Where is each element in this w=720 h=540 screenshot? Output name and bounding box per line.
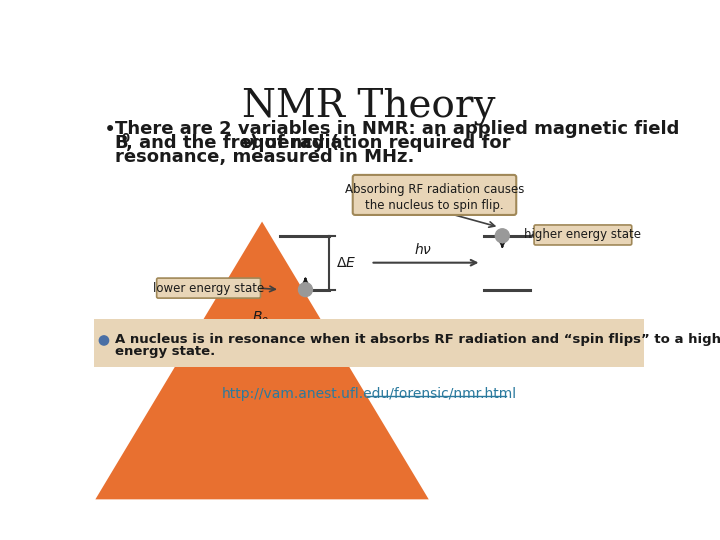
Circle shape (299, 283, 312, 296)
Text: ) of radiation required for: ) of radiation required for (251, 134, 511, 152)
FancyBboxPatch shape (534, 225, 631, 245)
Text: energy state.: energy state. (114, 345, 215, 358)
Text: $h\nu$: $h\nu$ (414, 241, 432, 256)
Text: NMR Theory: NMR Theory (242, 88, 496, 125)
Text: A nucleus is in resonance when it absorbs RF radiation and “spin flips” to a hig: A nucleus is in resonance when it absorb… (114, 333, 720, 346)
Text: •: • (104, 120, 116, 140)
Text: resonance, measured in MHz.: resonance, measured in MHz. (114, 148, 414, 166)
Circle shape (495, 229, 509, 242)
Text: B: B (114, 134, 128, 152)
Text: http://vam.anest.ufl.edu/forensic/nmr.html: http://vam.anest.ufl.edu/forensic/nmr.ht… (222, 387, 516, 401)
Text: higher energy state: higher energy state (524, 228, 642, 241)
Text: lower energy state: lower energy state (153, 281, 264, 295)
FancyBboxPatch shape (94, 319, 644, 367)
Text: , and the frequency (: , and the frequency ( (126, 134, 339, 152)
Text: the nucleus to spin flip.: the nucleus to spin flip. (365, 199, 504, 212)
Text: $\Delta E$: $\Delta E$ (336, 255, 356, 269)
FancyBboxPatch shape (157, 278, 261, 298)
Circle shape (99, 336, 109, 345)
Text: $B_o$: $B_o$ (252, 309, 269, 326)
Text: ν: ν (242, 134, 254, 152)
FancyBboxPatch shape (353, 175, 516, 215)
Text: 0: 0 (121, 132, 129, 145)
Text: Absorbing RF radiation causes: Absorbing RF radiation causes (345, 183, 524, 195)
Text: There are 2 variables in NMR: an applied magnetic field: There are 2 variables in NMR: an applied… (114, 120, 679, 138)
